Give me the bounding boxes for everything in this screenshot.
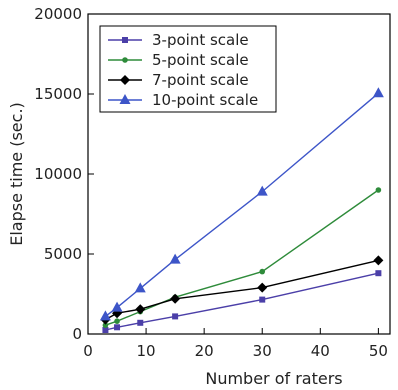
y-tick-label: 5000 (44, 245, 82, 263)
x-tick-label: 10 (137, 342, 156, 360)
data-point-10-point-scale (111, 301, 123, 312)
x-tick-label: 20 (195, 342, 214, 360)
x-tick-label: 0 (83, 342, 93, 360)
legend-marker (122, 57, 128, 63)
x-axis-label: Number of raters (205, 369, 342, 388)
x-axis: 0 10 20 30 40 50 (83, 328, 388, 360)
data-point-7-point-scale (257, 282, 268, 293)
data-point-5-point-scale (259, 268, 266, 275)
data-point-10-point-scale (372, 87, 384, 98)
series-line-3-point-scale (105, 272, 379, 331)
data-point-10-point-scale (169, 253, 181, 264)
y-tick-label: 0 (72, 325, 82, 343)
y-axis-label: Elapse time (sec.) (7, 102, 26, 246)
legend-marker (122, 37, 128, 43)
legend-label: 7-point scale (152, 71, 249, 89)
legend-marker (120, 75, 130, 85)
data-point-10-point-scale (134, 282, 146, 293)
series-3-point-scale (102, 270, 382, 333)
y-tick-label: 15000 (34, 85, 82, 103)
data-point-3-point-scale (375, 270, 382, 277)
legend-marker (119, 94, 131, 104)
data-point-3-point-scale (114, 324, 121, 331)
data-point-7-point-scale (373, 255, 384, 266)
series-line-5-point-scale (105, 189, 379, 326)
x-tick-label: 30 (253, 342, 272, 360)
y-axis: 0 5000 10000 15000 20000 (34, 5, 94, 343)
data-point-7-point-scale (135, 304, 146, 315)
legend-entry-5-point-scale: 5-point scale (108, 51, 249, 69)
data-point-3-point-scale (137, 319, 144, 326)
legend-entry-10-point-scale: 10-point scale (108, 91, 258, 109)
y-tick-label: 20000 (34, 5, 82, 23)
legend-entry-7-point-scale: 7-point scale (108, 71, 249, 89)
data-point-10-point-scale (99, 310, 111, 321)
data-point-5-point-scale (114, 318, 120, 325)
data-point-3-point-scale (172, 313, 179, 320)
series-line-7-point-scale (105, 259, 379, 321)
legend-box (99, 25, 277, 113)
data-point-7-point-scale (170, 293, 181, 304)
x-tick-label: 40 (311, 342, 330, 360)
legend-entry-3-point-scale: 3-point scale (108, 31, 249, 49)
data-point-3-point-scale (102, 327, 109, 333)
series-10-point-scale (99, 87, 384, 321)
legend-label: 5-point scale (152, 51, 249, 69)
series-layer (99, 87, 384, 333)
data-point-10-point-scale (256, 185, 268, 196)
y-tick-label: 10000 (34, 165, 82, 183)
legend-label: 10-point scale (152, 91, 258, 109)
x-tick-label: 50 (369, 342, 388, 360)
data-point-5-point-scale (102, 322, 109, 329)
legend: 3-point scale 5-point scale 7-point scale 1… (99, 25, 277, 113)
data-point-3-point-scale (259, 296, 266, 303)
legend-label: 3-point scale (152, 31, 249, 49)
data-point-5-point-scale (375, 187, 382, 193)
